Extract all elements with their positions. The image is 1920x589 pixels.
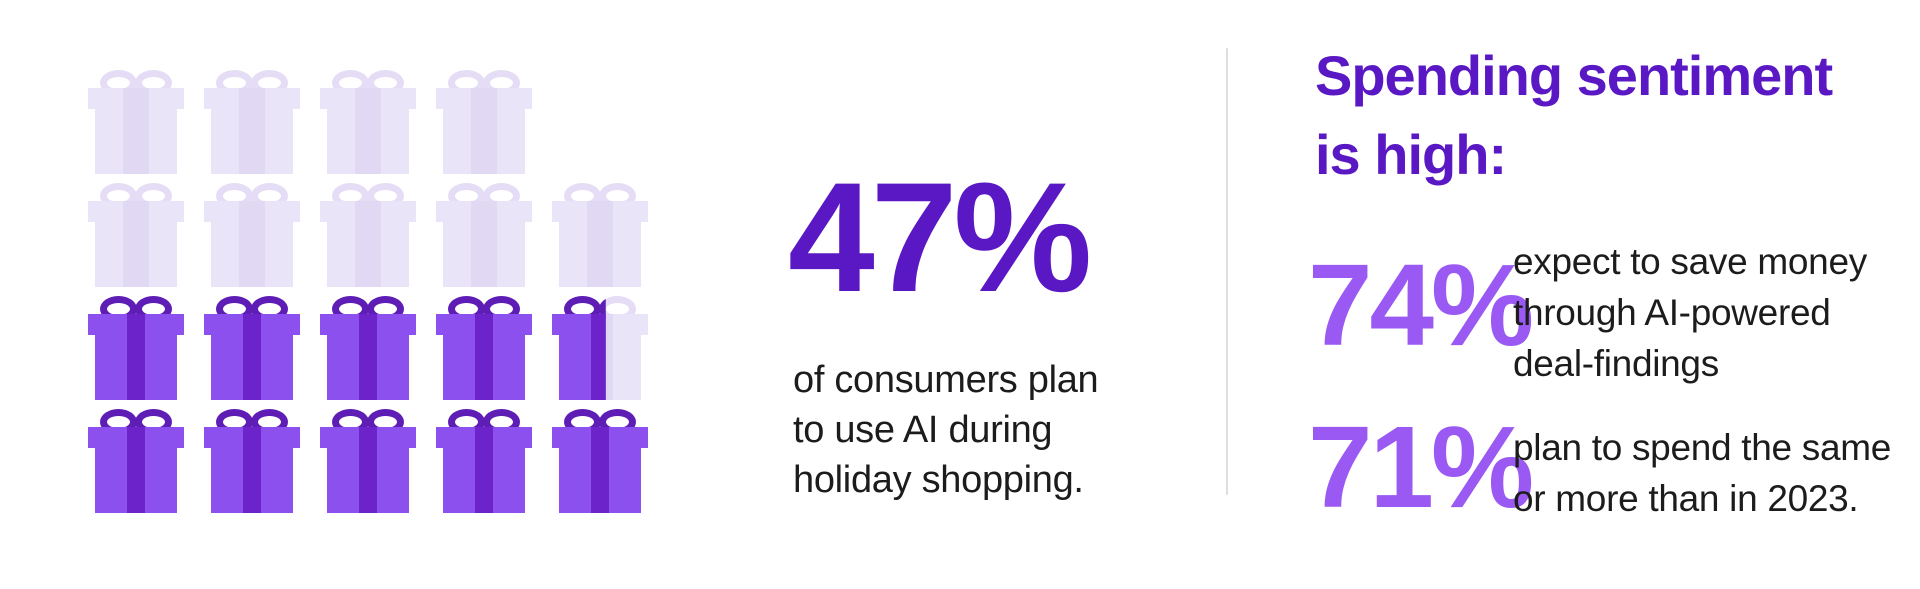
- gift-dark: [320, 409, 416, 513]
- gift-ribbon: [127, 314, 145, 400]
- gift-ribbon: [471, 201, 497, 287]
- gift-icon-dark: [88, 409, 184, 513]
- gift-ribbon: [591, 427, 609, 513]
- gift-light: [88, 183, 184, 287]
- gift-icon-dark: [88, 296, 184, 400]
- gift-icon-light: [436, 70, 532, 174]
- gift-ribbon: [359, 314, 377, 400]
- gift-ribbon: [127, 427, 145, 513]
- gift-icon-dark: [436, 296, 532, 400]
- gift-ribbon: [239, 88, 265, 174]
- gift-icon-light: [436, 183, 532, 287]
- main-stat-caption: of consumers plan to use AI during holid…: [793, 359, 1099, 501]
- gift-ribbon: [243, 314, 261, 400]
- gift-dark: [88, 296, 184, 400]
- gift-light: [204, 70, 300, 174]
- gift-dark: [88, 409, 184, 513]
- gift-ribbon: [471, 88, 497, 174]
- gift-icon-dark: [436, 409, 532, 513]
- gift-icon-light: [320, 70, 416, 174]
- gift-icon-light: [320, 183, 416, 287]
- gift-dark: [436, 409, 532, 513]
- gift-ribbon: [591, 314, 606, 400]
- gift-ribbon: [355, 88, 381, 174]
- gift-light: [320, 70, 416, 174]
- gift-icon-dark: [552, 409, 648, 513]
- gift-light: [88, 70, 184, 174]
- gift-icon-light: [204, 183, 300, 287]
- gift-light: [204, 183, 300, 287]
- gift-ribbon: [123, 88, 149, 174]
- gift-icon-light: [88, 70, 184, 174]
- gift-light: [436, 70, 532, 174]
- gift-icon-light: [204, 70, 300, 174]
- gift-icon-dark: [204, 409, 300, 513]
- spending-heading: Spending sentiment is high:: [1315, 44, 1833, 186]
- gift-ribbon: [359, 427, 377, 513]
- gift-ribbon: [123, 201, 149, 287]
- gift-light: [320, 183, 416, 287]
- gift-ribbon: [587, 201, 613, 287]
- gift-dark: [552, 296, 606, 400]
- gift-dark: [552, 409, 648, 513]
- stat-71-caption: plan to spend the same or more than in 2…: [1513, 427, 1892, 519]
- stat-74-value: 74%: [1308, 240, 1534, 370]
- stat-74-caption: expect to save money through AI-powered …: [1513, 241, 1867, 384]
- gift-placeholder-empty: [552, 70, 648, 174]
- gift-ribbon: [355, 201, 381, 287]
- gift-pictogram-grid: [88, 70, 648, 513]
- gift-ribbon: [243, 427, 261, 513]
- gift-ribbon: [475, 427, 493, 513]
- gift-icon-dark: [320, 409, 416, 513]
- stat-71-value: 71%: [1308, 402, 1534, 532]
- gift-dark: [320, 296, 416, 400]
- main-stat-value: 47%: [788, 151, 1092, 325]
- gift-dark: [436, 296, 532, 400]
- gift-light: [552, 183, 648, 287]
- gift-ribbon: [239, 201, 265, 287]
- gift-light: [436, 183, 532, 287]
- gift-dark: [204, 409, 300, 513]
- gift-icon-partial: [552, 296, 648, 400]
- gift-icon-dark: [204, 296, 300, 400]
- gift-icon-light: [88, 183, 184, 287]
- gift-icon-dark: [320, 296, 416, 400]
- gift-dark: [204, 296, 300, 400]
- gift-ribbon: [475, 314, 493, 400]
- gift-icon-light: [552, 183, 648, 287]
- section-divider: [1226, 48, 1228, 495]
